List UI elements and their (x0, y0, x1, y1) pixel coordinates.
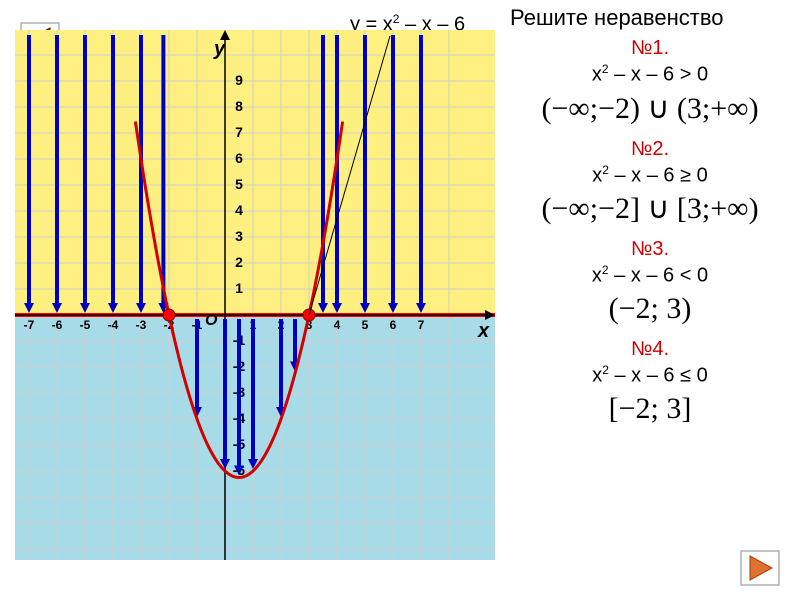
problem-2: №2. х2 – х – 6 ≥ 0 (−∞;−2] ∪ [3;+∞) (510, 138, 790, 227)
svg-text:-6: -6 (52, 318, 63, 332)
problem-number: №4. (510, 338, 790, 361)
svg-text:5: 5 (362, 318, 369, 332)
inequality: х2 – х – 6 > 0 (510, 62, 790, 87)
inequality: х2 – х – 6 ≤ 0 (510, 363, 790, 388)
problem-3: №3. х2 – х – 6 < 0 (−2; 3) (510, 238, 790, 326)
problem-number: №3. (510, 238, 790, 261)
origin-label: О (205, 312, 217, 330)
problem-number: №1. (510, 37, 790, 60)
svg-text:2: 2 (235, 254, 243, 270)
page-title: Решите неравенство (510, 5, 790, 31)
svg-text:7: 7 (235, 124, 243, 140)
svg-text:6: 6 (390, 318, 397, 332)
answer: [−2; 3] (510, 392, 790, 426)
inequality: х2 – х – 6 ≥ 0 (510, 163, 790, 188)
svg-text:3: 3 (235, 228, 243, 244)
x-axis-label: х (478, 320, 489, 343)
svg-text:7: 7 (418, 318, 425, 332)
svg-text:1: 1 (235, 280, 243, 296)
chart-area: -7-6-5-4-3-2-11234567123456789-1-2-3-4-5… (15, 30, 495, 560)
svg-text:5: 5 (235, 176, 243, 192)
problem-4: №4. х2 – х – 6 ≤ 0 [−2; 3] (510, 338, 790, 426)
inequality: х2 – х – 6 < 0 (510, 263, 790, 288)
svg-text:4: 4 (235, 202, 243, 218)
problem-1: №1. х2 – х – 6 > 0 (−∞;−2) ∪ (3;+∞) (510, 37, 790, 126)
answer: (−∞;−2) ∪ (3;+∞) (510, 91, 790, 126)
answer: (−2; 3) (510, 292, 790, 326)
svg-text:9: 9 (235, 72, 243, 88)
problems-panel: Решите неравенство №1. х2 – х – 6 > 0 (−… (510, 5, 790, 438)
svg-text:8: 8 (235, 98, 243, 114)
svg-text:6: 6 (235, 150, 243, 166)
svg-text:-3: -3 (136, 318, 147, 332)
problem-number: №2. (510, 138, 790, 161)
svg-text:-5: -5 (80, 318, 91, 332)
svg-text:4: 4 (334, 318, 341, 332)
svg-text:-7: -7 (24, 318, 35, 332)
forward-button[interactable] (740, 550, 780, 591)
svg-text:-4: -4 (108, 318, 119, 332)
y-axis-label: у (214, 38, 225, 61)
answer: (−∞;−2] ∪ [3;+∞) (510, 191, 790, 226)
